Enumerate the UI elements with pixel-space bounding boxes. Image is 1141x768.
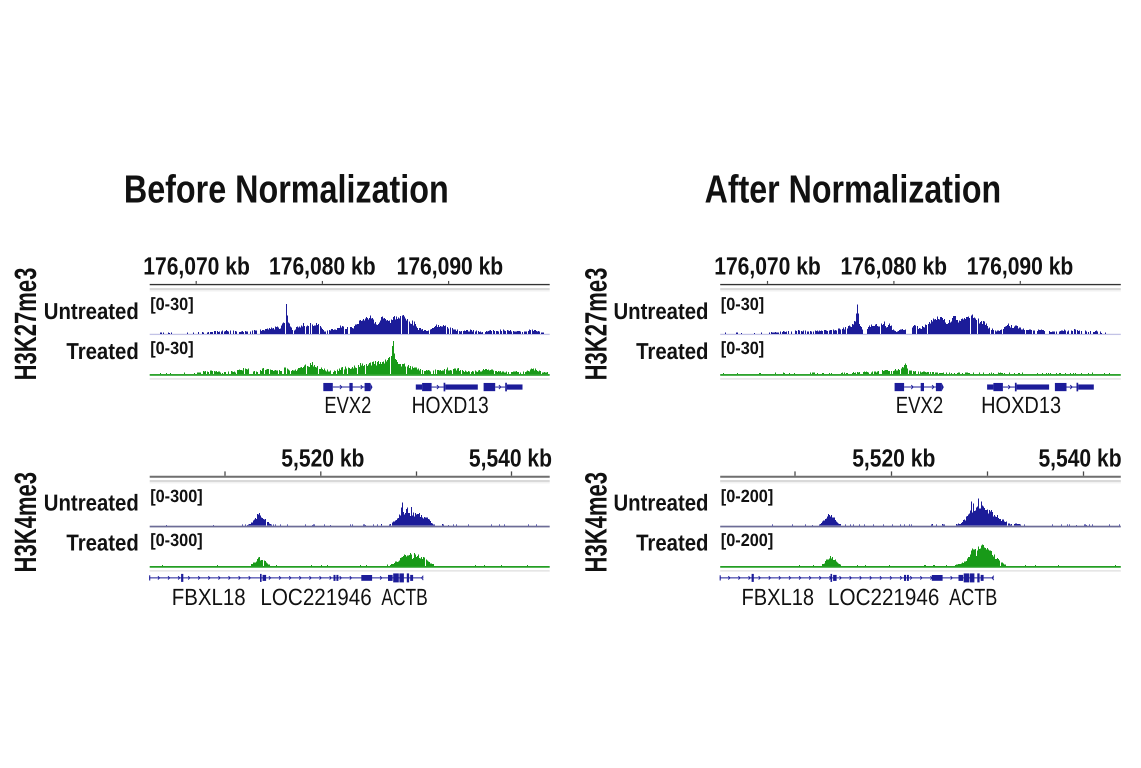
svg-text:5,540 kb: 5,540 kb xyxy=(1038,445,1121,473)
svg-text:[0-30]: [0-30] xyxy=(150,338,193,358)
svg-text:HOXD13: HOXD13 xyxy=(981,392,1061,418)
svg-text:176,080 kb: 176,080 kb xyxy=(269,253,376,281)
svg-text:[0-300]: [0-300] xyxy=(150,486,202,506)
svg-text:Untreated: Untreated xyxy=(613,490,708,516)
svg-text:Treated: Treated xyxy=(636,338,708,364)
svg-text:176,070 kb: 176,070 kb xyxy=(143,253,250,281)
svg-text:[0-200]: [0-200] xyxy=(721,486,773,506)
svg-text:Treated: Treated xyxy=(636,530,708,556)
svg-text:Untreated: Untreated xyxy=(44,490,139,516)
svg-text:LOC221946: LOC221946 xyxy=(260,584,371,610)
svg-text:176,090 kb: 176,090 kb xyxy=(397,253,504,281)
svg-text:Before Normalization: Before Normalization xyxy=(124,168,449,212)
svg-text:5,520 kb: 5,520 kb xyxy=(852,445,935,473)
svg-text:176,090 kb: 176,090 kb xyxy=(967,253,1074,281)
svg-text:H3K4me3: H3K4me3 xyxy=(578,472,613,573)
svg-text:ACTB: ACTB xyxy=(381,584,427,610)
svg-text:[0-30]: [0-30] xyxy=(721,294,764,314)
svg-text:H3K4me3: H3K4me3 xyxy=(8,472,43,573)
svg-text:[0-200]: [0-200] xyxy=(721,530,773,550)
svg-text:[0-30]: [0-30] xyxy=(721,338,764,358)
svg-text:H3K27me3: H3K27me3 xyxy=(8,268,43,381)
svg-text:FBXL18: FBXL18 xyxy=(741,584,814,610)
svg-text:LOC221946: LOC221946 xyxy=(828,584,939,610)
svg-text:Untreated: Untreated xyxy=(44,298,139,324)
svg-text:ACTB: ACTB xyxy=(949,584,997,610)
svg-text:After Normalization: After Normalization xyxy=(705,168,1001,212)
svg-text:HOXD13: HOXD13 xyxy=(412,392,489,418)
svg-text:[0-30]: [0-30] xyxy=(150,294,193,314)
svg-text:176,070 kb: 176,070 kb xyxy=(714,253,821,281)
svg-text:EVX2: EVX2 xyxy=(324,392,371,418)
svg-text:H3K27me3: H3K27me3 xyxy=(578,268,613,381)
svg-text:176,080 kb: 176,080 kb xyxy=(840,253,947,281)
svg-text:Treated: Treated xyxy=(66,338,138,364)
svg-text:FBXL18: FBXL18 xyxy=(172,584,246,610)
svg-text:5,520 kb: 5,520 kb xyxy=(281,445,364,473)
svg-text:5,540 kb: 5,540 kb xyxy=(469,445,552,473)
svg-text:EVX2: EVX2 xyxy=(896,392,943,418)
svg-text:Treated: Treated xyxy=(66,530,138,556)
svg-text:[0-300]: [0-300] xyxy=(150,530,202,550)
svg-text:Untreated: Untreated xyxy=(613,298,708,324)
